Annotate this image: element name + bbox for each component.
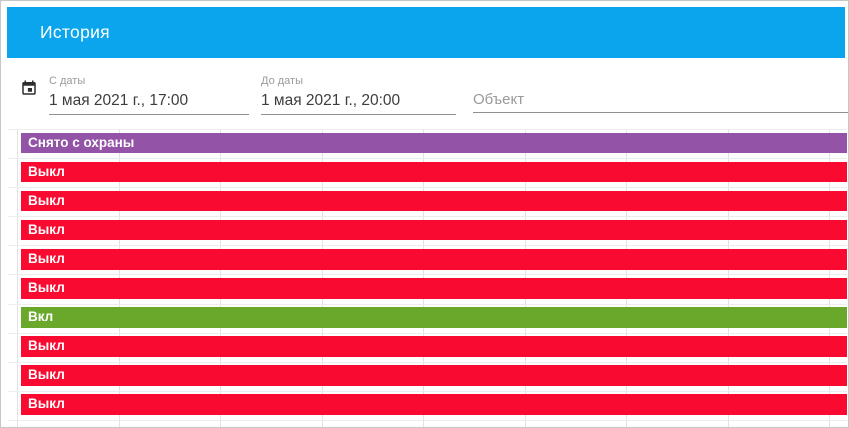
timeline-row: Выкл: [8, 361, 847, 391]
timeline-bar-off[interactable]: Выкл: [21, 161, 847, 183]
timeline-grid: [8, 129, 847, 427]
to-date-label: До даты: [261, 75, 303, 87]
vertical-gridline: [626, 129, 627, 427]
timeline-row: Снято с охраны: [8, 129, 847, 158]
timeline-bar-label: Выкл: [28, 163, 65, 179]
to-date-value: 1 мая 2021 г., 20:00: [261, 92, 401, 109]
timeline-row: Выкл: [8, 187, 847, 216]
timeline-row: Выкл: [8, 274, 847, 303]
calendar-icon: [22, 80, 36, 95]
page-title: История: [40, 22, 110, 42]
vertical-gridline: [321, 129, 323, 427]
timeline-bar-off[interactable]: Выкл: [21, 336, 847, 357]
timeline-row: Выкл: [8, 216, 847, 245]
vertical-gridline: [118, 129, 120, 427]
timeline-bar-off[interactable]: Выкл: [21, 190, 847, 212]
timeline-bar-on[interactable]: Вкл: [21, 307, 847, 328]
from-date-value: 1 мая 2021 г., 17:00: [49, 92, 189, 109]
timeline-row: Вкл: [8, 303, 847, 333]
to-date-field[interactable]: До даты 1 мая 2021 г., 20:00: [261, 75, 456, 115]
vertical-gridline: [727, 129, 729, 427]
timeline-bar-label: Выкл: [28, 192, 65, 208]
object-input[interactable]: [473, 89, 848, 113]
timeline-bar-label: Вкл: [28, 309, 54, 325]
page-header: История: [7, 7, 845, 58]
timeline-row: Выкл: [8, 245, 847, 274]
vertical-gridline: [423, 129, 424, 427]
timeline-bar-label: Выкл: [28, 221, 65, 237]
vertical-gridline: [220, 129, 221, 427]
timeline-bar-off[interactable]: Выкл: [21, 248, 847, 270]
timeline-bar-label: Выкл: [28, 367, 65, 383]
history-timeline: Снято с охраны Выкл Выкл Выкл Выкл Выкл Вкл Вык…: [8, 129, 847, 427]
from-date-field[interactable]: С даты 1 мая 2021 г., 17:00: [49, 75, 249, 115]
timeline-bar-off[interactable]: Выкл: [21, 278, 847, 299]
timeline-bar-off[interactable]: Выкл: [21, 394, 847, 416]
timeline-bar-off[interactable]: Выкл: [21, 365, 847, 386]
timeline-bar-disarmed[interactable]: Снято с охраны: [21, 132, 847, 154]
timeline-bar-label: Выкл: [28, 280, 65, 296]
timeline-bar-off[interactable]: Выкл: [21, 219, 847, 241]
timeline-bar-label: Выкл: [28, 250, 65, 266]
timeline-rows: Снято с охраны Выкл Выкл Выкл Выкл Выкл Вкл Вык…: [8, 129, 847, 421]
timeline-row: Выкл: [8, 332, 847, 362]
timeline-row: Выкл: [8, 158, 847, 187]
from-date-label: С даты: [49, 75, 86, 87]
timeline-bar-label: Снято с охраны: [28, 134, 135, 150]
vertical-gridline: [17, 129, 18, 427]
timeline-row: Выкл: [8, 390, 847, 420]
vertical-gridline: [524, 129, 526, 427]
timeline-bar-label: Выкл: [28, 396, 65, 412]
timeline-bar-label: Выкл: [28, 338, 65, 354]
vertical-gridline: [829, 129, 830, 427]
